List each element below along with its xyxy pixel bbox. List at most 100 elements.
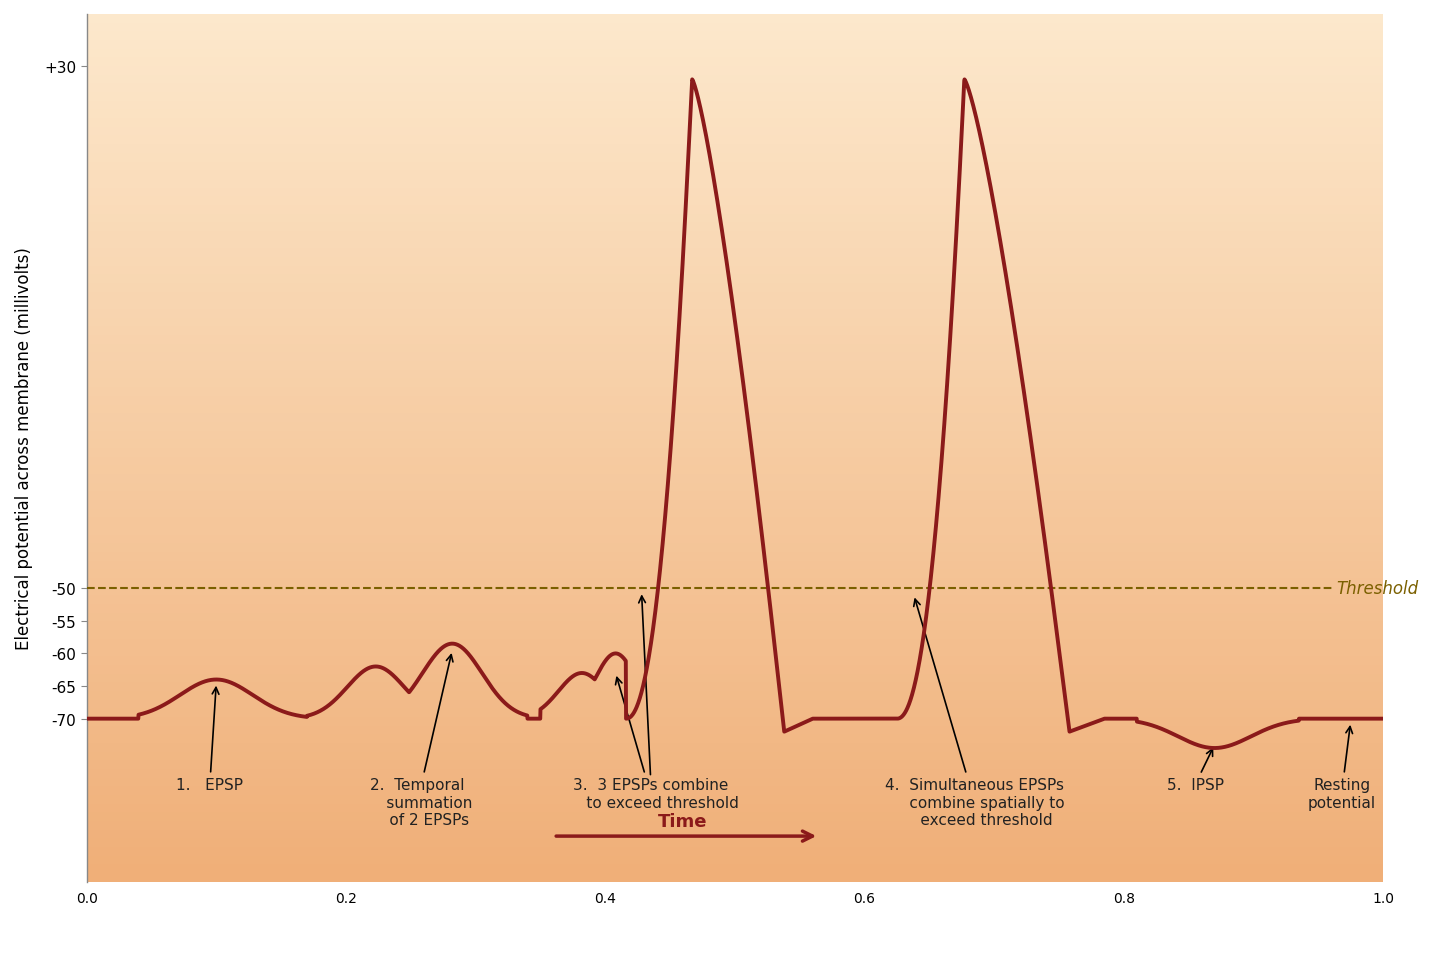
Bar [86,640,1382,648]
Bar [86,154,1382,163]
Bar [86,631,1382,640]
Bar [86,284,1382,293]
Bar [86,223,1382,232]
Bar [86,145,1382,154]
Bar [86,605,1382,613]
Bar [86,769,1382,778]
Bar [86,119,1382,128]
Bar [86,665,1382,673]
Bar [86,266,1382,275]
Bar [86,761,1382,769]
Bar [86,787,1382,796]
Bar [86,205,1382,214]
Bar [86,240,1382,249]
Bar [86,49,1382,58]
Bar [86,67,1382,76]
Bar [86,673,1382,682]
Bar [86,449,1382,457]
Bar [86,431,1382,440]
Text: 2.  Temporal
     summation
     of 2 EPSPs: 2. Temporal summation of 2 EPSPs [361,655,472,828]
Bar [86,466,1382,475]
Text: Resting
potential: Resting potential [1308,727,1375,810]
Text: 5.  IPSP: 5. IPSP [1166,749,1224,793]
Bar [86,328,1382,335]
Bar [86,32,1382,41]
Bar [86,796,1382,804]
Bar [86,475,1382,484]
Bar [86,293,1382,301]
Bar [86,535,1382,544]
Bar [86,726,1382,735]
Bar [86,110,1382,119]
Bar [86,561,1382,570]
Bar [86,388,1382,396]
Bar [86,310,1382,319]
Bar [86,76,1382,84]
Bar [86,864,1382,873]
Bar [86,440,1382,449]
Bar [86,622,1382,631]
Bar [86,526,1382,535]
Bar [86,232,1382,240]
Bar [86,275,1382,284]
Bar [86,587,1382,596]
Bar [86,422,1382,431]
Text: 1.   EPSP: 1. EPSP [176,688,243,793]
Bar [86,249,1382,258]
Bar [86,353,1382,361]
Bar [86,856,1382,864]
Bar [86,361,1382,370]
Y-axis label: Electrical potential across membrane (millivolts): Electrical potential across membrane (mi… [14,247,33,649]
Bar [86,613,1382,622]
Bar [86,552,1382,561]
Bar [86,84,1382,93]
Bar [86,500,1382,509]
Bar [86,735,1382,743]
Bar [86,301,1382,310]
Bar [86,102,1382,110]
Bar [86,691,1382,700]
Bar [86,58,1382,67]
Bar [86,188,1382,197]
Bar [86,379,1382,388]
Bar [86,484,1382,492]
Bar [86,813,1382,821]
Bar [86,838,1382,847]
Bar [86,743,1382,752]
Bar [86,171,1382,179]
Bar [86,492,1382,500]
Bar [86,873,1382,882]
Bar [86,335,1382,344]
Bar [86,509,1382,517]
Bar [86,752,1382,761]
Bar [86,41,1382,49]
Bar [86,656,1382,665]
Bar [86,414,1382,422]
Bar [86,319,1382,328]
Bar [86,717,1382,726]
Bar [86,682,1382,691]
Text: 4.  Simultaneous EPSPs
     combine spatially to
     exceed threshold: 4. Simultaneous EPSPs combine spatially … [884,600,1064,828]
Text: Threshold: Threshold [1336,579,1418,598]
Bar [86,344,1382,353]
Bar [86,544,1382,552]
Bar [86,197,1382,205]
Bar [86,23,1382,32]
Bar [86,405,1382,414]
Bar [86,370,1382,379]
Bar [86,821,1382,829]
Bar [86,179,1382,188]
Bar [86,829,1382,838]
Bar [86,93,1382,102]
Bar [86,163,1382,171]
Bar [86,708,1382,717]
Bar [86,778,1382,787]
Text: 3.  3 EPSPs combine
     to exceed threshold: 3. 3 EPSPs combine to exceed threshold [562,677,739,810]
Bar [86,804,1382,813]
Bar [86,517,1382,526]
Bar [86,570,1382,578]
Bar [86,847,1382,856]
Bar [86,214,1382,223]
Bar [86,258,1382,266]
Bar [86,15,1382,23]
